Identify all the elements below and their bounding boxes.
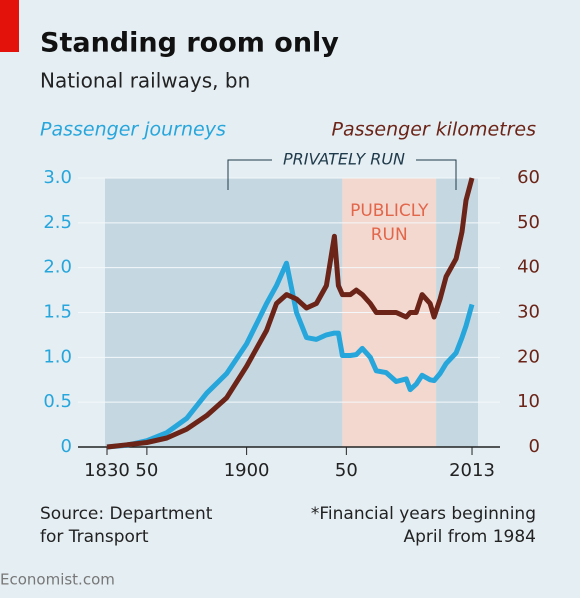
x-tick-label: 1830 [84,460,130,481]
y2-tick-label: 0 [529,436,540,457]
x-tick-label: 50 [135,460,158,481]
y-tick-label: 0 [61,436,72,457]
x-tick-label: 1900 [224,460,270,481]
y2-tick-label: 30 [517,302,540,323]
y2-axis-label: Passenger kilometres [332,119,537,141]
y2-tick-label: 40 [517,257,540,278]
brand: Economist.com [0,571,115,589]
x-tick-label: 2013 [449,460,495,481]
y-tick-label: 0.5 [43,391,72,412]
y2-tick-label: 50 [517,212,540,233]
y-tick-label: 3.0 [43,167,72,188]
y-axis-label: Passenger journeys [40,119,226,141]
source: for Transport [40,527,149,547]
annotation: PRIVATELY RUN [283,150,405,169]
chart-title: Standing room only [40,28,339,59]
y-tick-label: 2.0 [43,257,72,278]
y-tick-label: 2.5 [43,212,72,233]
y-tick-label: 1.0 [43,346,72,367]
annotation: PUBLICLY [350,201,429,221]
chart-subtitle: National railways, bn [40,69,250,93]
footnote: April from 1984 [404,527,537,547]
series-line [106,177,475,450]
series-line [106,260,475,450]
y-tick-label: 1.5 [43,302,72,323]
footnote: *Financial years beginning [311,504,536,524]
bracket [227,159,457,190]
y2-tick-label: 60 [517,167,540,188]
source: Source: Department [40,504,213,524]
annotation: RUN [371,225,408,245]
brand-tag [0,0,19,52]
y2-tick-label: 10 [517,391,540,412]
x-tick-label: 50 [335,460,358,481]
y2-tick-label: 20 [517,346,540,367]
